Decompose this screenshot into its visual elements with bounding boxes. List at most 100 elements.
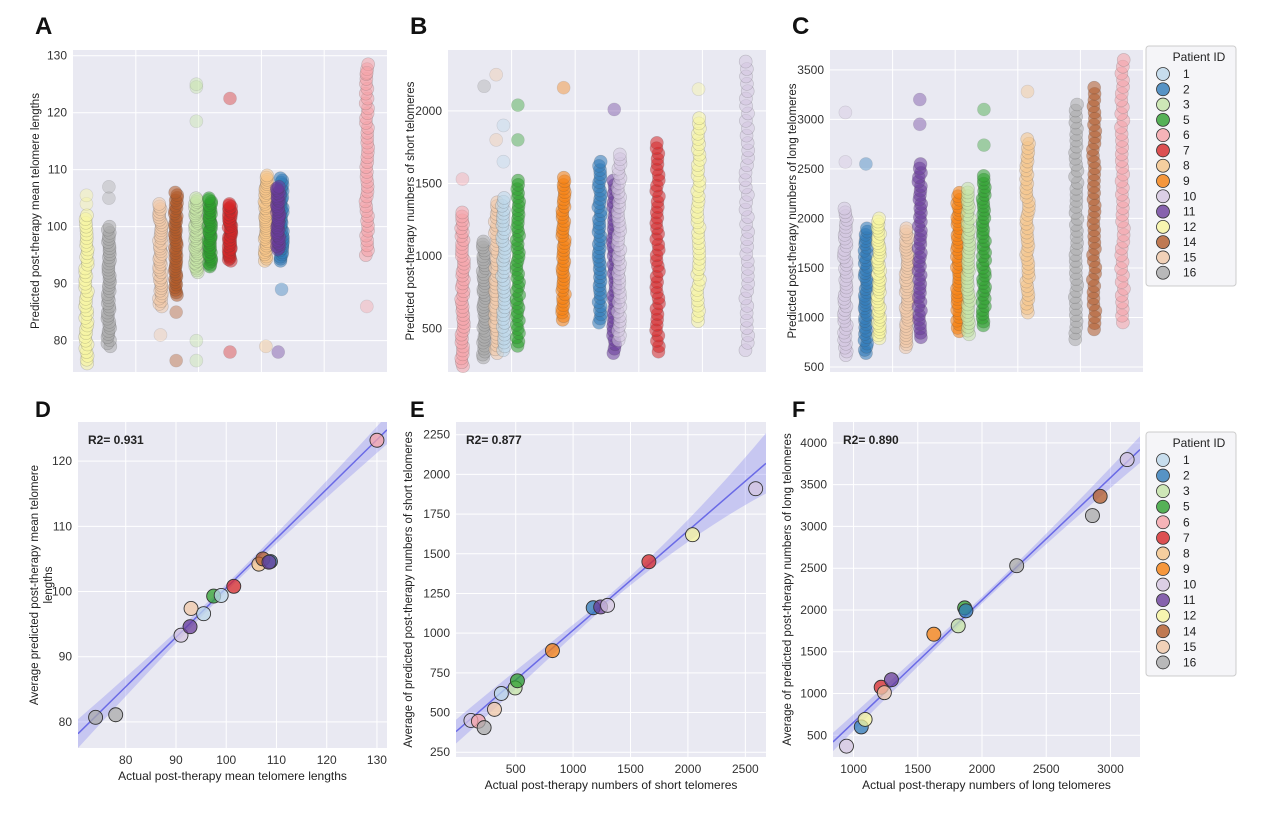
legend-label: 2 — [1183, 82, 1190, 96]
y-tick-label: 1000 — [423, 626, 450, 640]
legend-item-9: 9 — [1156, 562, 1190, 576]
legend-marker — [1156, 468, 1170, 483]
y-tick-label: 130 — [47, 49, 67, 63]
strip-point — [361, 57, 375, 72]
strip-point — [511, 173, 525, 188]
strip-point — [961, 181, 975, 196]
x-tick-label: 120 — [317, 753, 337, 767]
legend-label: 6 — [1183, 128, 1190, 142]
strip-patient-9 — [555, 80, 572, 327]
strip-patient-6 — [358, 57, 375, 314]
x-tick-label: 100 — [216, 753, 236, 767]
legend-marker — [1156, 235, 1170, 250]
legend-item-8: 8 — [1156, 546, 1190, 560]
strip-patient-1 — [495, 118, 512, 358]
y-axis-label: Predicted post-therapy numbers of long t… — [787, 83, 799, 338]
panel-label-a: A — [35, 13, 52, 40]
legend-marker — [1156, 82, 1170, 97]
data-point-patient-7 — [641, 554, 657, 570]
r2-annotation: R2= 0.890 — [843, 433, 899, 447]
y-tick-label: 250 — [430, 745, 450, 759]
strip-patient-12 — [870, 211, 888, 346]
legend-label: 11 — [1183, 205, 1196, 219]
x-tick-label: 2500 — [732, 762, 759, 776]
data-point-patient-12 — [685, 527, 700, 543]
legend-item-2: 2 — [1156, 468, 1190, 483]
legend-label: 12 — [1183, 220, 1197, 234]
y-tick-label: 3000 — [797, 112, 824, 126]
strip-patient-10 — [738, 54, 755, 358]
regression-line — [456, 462, 766, 733]
x-tick-label: 130 — [367, 753, 387, 767]
strip-point — [80, 208, 94, 223]
data-point-patient-10 — [600, 597, 616, 613]
legend-label: 11 — [1183, 593, 1196, 607]
x-axis-label: Actual post-therapy mean telomere length… — [118, 769, 347, 783]
legend-marker — [1156, 204, 1170, 219]
strip-patient-10 — [610, 147, 628, 347]
legend-marker — [1156, 143, 1170, 158]
data-point-patient-16 — [88, 709, 104, 725]
plot-background — [456, 422, 766, 757]
strip-point — [613, 147, 627, 162]
strip-patient-15 — [152, 197, 169, 342]
legend-label: 14 — [1183, 624, 1197, 638]
strip-point — [899, 221, 914, 236]
data-point-patient-11 — [182, 619, 198, 635]
strip-outlier-point — [153, 328, 168, 342]
strip-outlier-point — [189, 77, 204, 91]
data-point-patient-6 — [369, 432, 385, 448]
panel-d: D 80 90 100 110 120 80 90 100 110 120 130 Average pr… — [29, 397, 387, 783]
legend-item-16: 16 — [1156, 655, 1197, 670]
y-tick-label: 500 — [422, 321, 442, 335]
panel-e: E 250 500 750 1000 1250 1500 1750 2000 2250 500 100… — [403, 397, 766, 792]
y-tick-label: 500 — [430, 706, 450, 720]
strip-point — [102, 219, 117, 234]
legend-marker — [1156, 655, 1170, 670]
legend-marker — [1156, 577, 1170, 592]
legend-marker — [1156, 189, 1170, 204]
legend-item-15: 15 — [1156, 640, 1197, 654]
legend-item-11: 11 — [1156, 204, 1196, 219]
legend-item-10: 10 — [1156, 189, 1197, 204]
strip-patient-14 — [167, 185, 185, 368]
strip-point — [593, 154, 608, 169]
strip-point — [1020, 132, 1035, 146]
strip-outlier-point — [79, 188, 94, 203]
data-point-patient-1 — [196, 606, 212, 622]
legend-title: Patient ID — [1173, 436, 1226, 450]
strip-outlier-point — [511, 98, 525, 112]
strip-outlier-point — [496, 154, 511, 169]
legend-marker — [1156, 250, 1170, 265]
legend-label: 1 — [1183, 453, 1190, 467]
y-tick-label: 500 — [807, 728, 827, 742]
strip-outlier-point — [360, 299, 374, 314]
x-tick-label: 3000 — [1097, 762, 1124, 776]
data-point-patient-9 — [544, 643, 560, 659]
strip-outlier-point — [1020, 84, 1035, 99]
legend-marker — [1156, 112, 1170, 127]
legend-item-6: 6 — [1156, 515, 1190, 529]
x-tick-label: 2500 — [1033, 762, 1060, 776]
strip-point — [202, 191, 216, 205]
strip-point — [152, 197, 166, 211]
y-tick-label: 120 — [52, 454, 72, 468]
strip-point — [222, 197, 237, 211]
y-tick-label: 3500 — [800, 478, 827, 492]
strip-patient-5 — [975, 102, 993, 333]
r2-annotation: R2= 0.931 — [88, 433, 144, 447]
strip-patient-2 — [857, 157, 875, 360]
strip-outlier-point — [189, 353, 204, 368]
y-tick-label: 2250 — [423, 428, 450, 442]
strip-outlier-point — [102, 179, 116, 194]
y-tick-label: 3000 — [800, 519, 827, 533]
legend-label: 16 — [1183, 655, 1197, 669]
legend-label: 8 — [1183, 159, 1190, 173]
strip-outlier-point — [977, 102, 991, 117]
strip-outlier-point — [223, 91, 237, 106]
legend-marker — [1156, 484, 1170, 499]
strip-patient-12 — [690, 82, 707, 329]
y-tick-label: 1500 — [423, 547, 450, 561]
y-tick-label: 80 — [59, 715, 73, 729]
